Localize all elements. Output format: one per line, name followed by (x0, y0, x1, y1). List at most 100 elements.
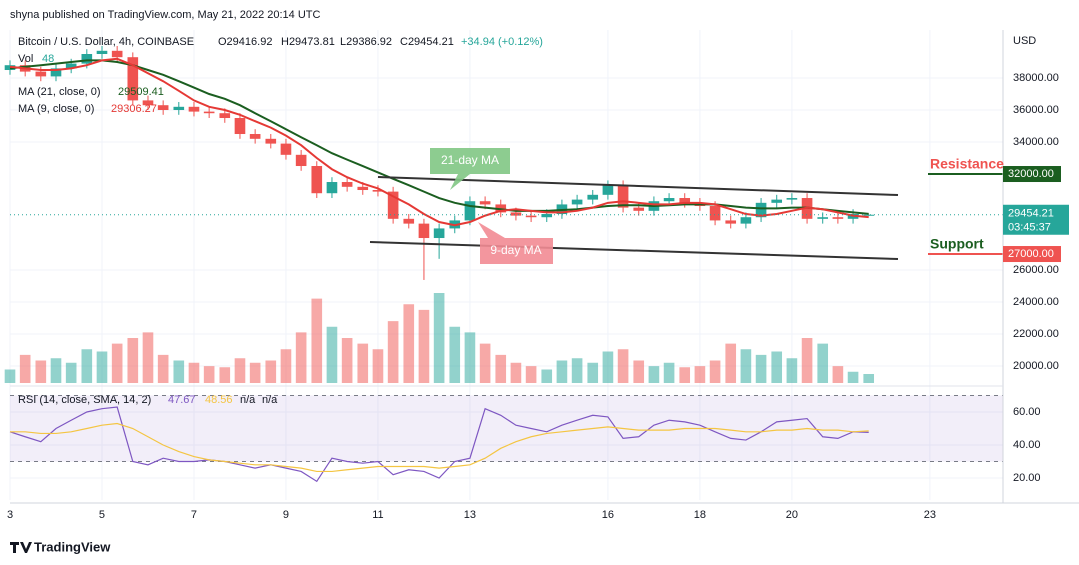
candle-body (510, 212, 522, 216)
candle-body (142, 100, 154, 106)
ma-line (9, 59, 869, 215)
candle-body (479, 201, 491, 205)
candle-body (96, 50, 108, 55)
candle-body (725, 220, 737, 224)
candle-body (111, 50, 123, 58)
annotation-box (430, 148, 510, 190)
candle-body (863, 214, 875, 216)
y-tick-label: 22000.00 (1013, 328, 1059, 340)
volume-bar (203, 366, 215, 383)
currency: USD (1013, 35, 1036, 47)
candle-body (755, 202, 767, 218)
level-box (1003, 166, 1061, 183)
rsi-line (10, 422, 869, 473)
volume-bar (19, 354, 31, 383)
volume-bar (265, 360, 277, 383)
candle-body (265, 138, 277, 144)
volume-bar (372, 349, 384, 383)
volume-bar (295, 332, 307, 383)
candle-body (249, 134, 261, 139)
legend-value: 48 (42, 53, 54, 65)
candle-body (50, 68, 62, 77)
candle-body (679, 198, 691, 203)
x-tick-label: 20 (786, 509, 798, 521)
candle-body (357, 186, 369, 191)
brand: TradingView (34, 539, 111, 554)
legend-value: n/a (262, 394, 278, 406)
candle-body (341, 182, 353, 187)
candle-body (127, 57, 139, 101)
candle-body (525, 215, 537, 218)
level-box (1003, 246, 1061, 263)
rsi-band (10, 395, 1003, 462)
volume-bar (418, 309, 430, 383)
legend-value: 48.56 (205, 394, 233, 406)
volume-bar (479, 343, 491, 383)
x-tick-label: 5 (99, 509, 105, 521)
candle-body (311, 166, 323, 194)
volume-bar (571, 358, 583, 383)
volume-bar (403, 304, 415, 383)
annotation-box (478, 222, 553, 264)
volume-bar (219, 367, 231, 383)
volume-bar (326, 326, 338, 383)
candle-body (295, 154, 307, 167)
volume-bar (433, 293, 445, 383)
volume-bar (832, 366, 844, 383)
candle-body (219, 113, 231, 119)
logo (10, 542, 32, 553)
volume-bar (65, 362, 77, 383)
volume-bar (173, 360, 185, 383)
volume-bar (357, 343, 369, 383)
volume-bar (556, 360, 568, 383)
y-tick-label: 36000.00 (1013, 104, 1059, 116)
volume-bar (694, 366, 706, 383)
symbol: Bitcoin / U.S. Dollar, 4h, COINBASE (18, 36, 194, 48)
y-tick-label: 34000.00 (1013, 136, 1059, 148)
candle-body (326, 182, 338, 194)
legend-value: 47.67 (168, 394, 196, 406)
candle-body (617, 185, 629, 208)
last-price-label: 29454.21 (1008, 208, 1054, 220)
volume-bar (771, 351, 783, 383)
x-tick-label: 3 (7, 509, 13, 521)
legend-value: 29509.41 (118, 86, 164, 98)
candle-body (403, 218, 415, 224)
level-label: 27000.00 (1008, 248, 1054, 260)
trend-line (369, 241, 899, 260)
level-name: Resistance (930, 156, 1004, 172)
candle-body (173, 106, 185, 111)
level-name: Support (930, 236, 984, 252)
volume-bar (679, 367, 691, 383)
y-tick-label: 20.00 (1013, 472, 1041, 484)
candle-body (817, 217, 829, 219)
header: shyna published on TradingView.com, May … (10, 9, 320, 21)
candle-body (157, 105, 169, 111)
candle-body (280, 143, 292, 155)
axes: 3 5 7 9 11 13 16 18 20 23 38000.00 36000.00 34000.00… (7, 72, 1069, 521)
candle-body (740, 217, 752, 224)
volume-bar (188, 362, 200, 383)
y-tick-label: 26000.00 (1013, 264, 1059, 276)
candle-body (602, 185, 614, 195)
volume-bar (740, 349, 752, 383)
x-tick-label: 13 (464, 509, 476, 521)
y-tick-label: 40.00 (1013, 439, 1041, 451)
volume-bar (249, 362, 261, 383)
candle-body (832, 217, 844, 219)
y-tick-label: 20000.00 (1013, 360, 1059, 372)
volume-bar (127, 338, 139, 383)
x-tick-label: 11 (372, 509, 383, 521)
rsi-line (9, 406, 869, 483)
volume-bar (648, 366, 660, 383)
volume-bar (602, 351, 614, 383)
candle-body (372, 190, 384, 192)
candle-body (35, 71, 47, 77)
candle-body (571, 199, 583, 205)
candle-body (464, 201, 476, 221)
volume-bar (157, 354, 169, 383)
ohlc: L29386.92 (340, 36, 392, 48)
volume-bar (96, 351, 108, 383)
volume-bar (35, 360, 47, 383)
